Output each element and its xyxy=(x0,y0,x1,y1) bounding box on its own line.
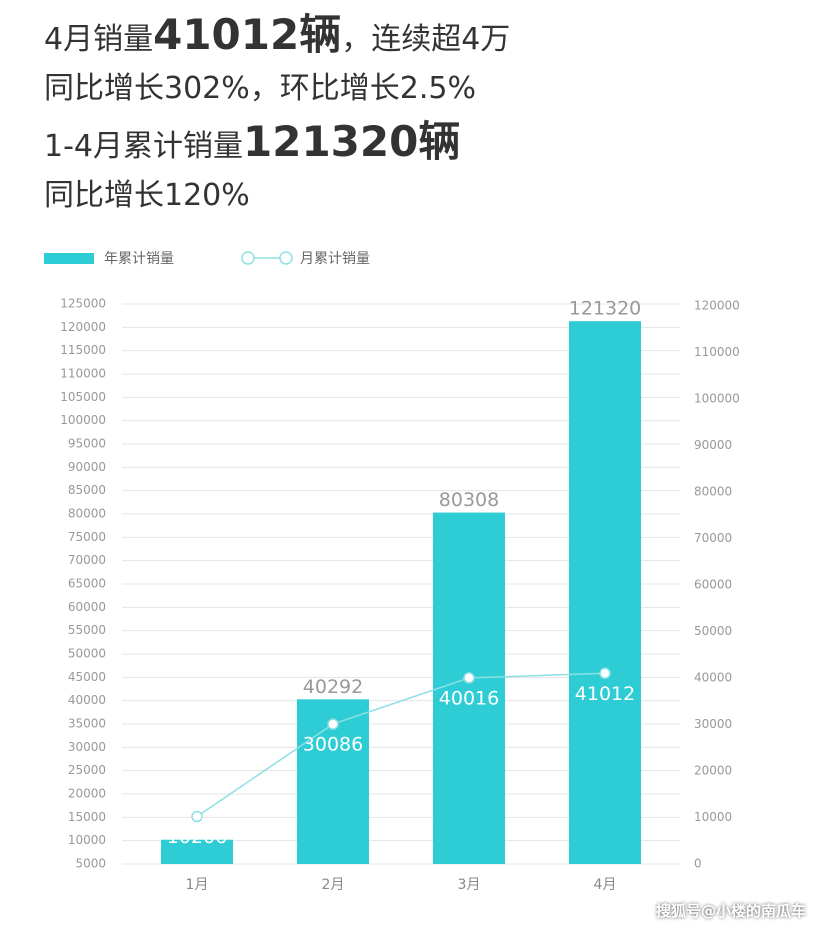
line-label: 40016 xyxy=(439,687,499,709)
y-tick-label: 15000 xyxy=(68,810,106,824)
y-tick-label: 65000 xyxy=(68,577,106,591)
bar-label: 40292 xyxy=(303,676,363,698)
bar-label: 80308 xyxy=(439,489,499,511)
headline-line: 同比增长120% xyxy=(44,169,510,223)
line-point xyxy=(327,718,339,730)
bar xyxy=(161,839,233,864)
x-tick-label: 2月 xyxy=(322,877,345,893)
y2-tick-label: 60000 xyxy=(694,578,732,592)
y2-tick-label: 50000 xyxy=(694,624,732,638)
headline-line: 4月销量41012辆，连续超4万 xyxy=(44,8,510,62)
y-tick-label: 70000 xyxy=(68,553,106,567)
y-tick-label: 35000 xyxy=(68,717,106,731)
x-tick-label: 1月 xyxy=(186,877,209,893)
line-point xyxy=(463,672,475,684)
legend-label: 年累计销量 xyxy=(104,251,174,267)
y2-tick-label: 70000 xyxy=(694,531,732,545)
y-tick-label: 55000 xyxy=(68,623,106,637)
y-tick-label: 120000 xyxy=(60,320,106,334)
headline-text: 121320辆 xyxy=(243,117,461,166)
legend-swatch xyxy=(279,251,293,265)
y2-tick-label: 80000 xyxy=(694,485,732,499)
line xyxy=(196,672,606,818)
y-tick-label: 60000 xyxy=(68,600,106,614)
y2-tick-label: 10000 xyxy=(694,810,732,824)
y-tick-label: 25000 xyxy=(68,763,106,777)
y2-tick-label: 90000 xyxy=(694,438,732,452)
x-tick-label: 3月 xyxy=(458,877,481,893)
y2-tick-label: 20000 xyxy=(694,764,732,778)
line-label: 10206 xyxy=(167,826,227,848)
y-tick-label: 30000 xyxy=(68,740,106,754)
y-tick-label: 80000 xyxy=(68,507,106,521)
line-label: 30086 xyxy=(303,734,363,756)
x-tick-label: 4月 xyxy=(594,877,617,893)
y-tick-label: 50000 xyxy=(68,647,106,661)
headline: 4月销量41012辆，连续超4万同比增长302%，环比增长2.5% 1-4月累计销… xyxy=(44,8,510,222)
legend-swatch xyxy=(241,251,255,265)
line-point xyxy=(599,667,611,680)
y-tick-label: 95000 xyxy=(68,437,106,451)
bar xyxy=(569,321,641,864)
headline-text: 1-4月累计销量 xyxy=(44,129,243,164)
y2-tick-label: 0 xyxy=(694,857,702,871)
watermark: 搜狐号@小楼的南瓜车 xyxy=(655,902,806,920)
headline-text: ，连续超4万 xyxy=(341,22,511,57)
line-point xyxy=(191,810,203,823)
y-tick-label: 10000 xyxy=(68,833,106,847)
bar-label: 121320 xyxy=(569,298,642,320)
y2-tick-label: 110000 xyxy=(694,345,740,359)
y-tick-label: 40000 xyxy=(68,693,106,707)
y2-tick-label: 40000 xyxy=(694,671,732,685)
y-tick-label: 5000 xyxy=(75,857,106,871)
y-tick-label: 85000 xyxy=(68,483,106,497)
y-tick-label: 125000 xyxy=(60,297,106,311)
legend-label: 月累计销量 xyxy=(300,251,370,267)
y-tick-label: 90000 xyxy=(68,460,106,474)
headline-text: 4月销量 xyxy=(44,22,154,57)
y-tick-label: 110000 xyxy=(60,367,106,381)
y-tick-label: 45000 xyxy=(68,670,106,684)
headline-text: 41012辆 xyxy=(153,10,342,59)
y-tick-label: 105000 xyxy=(60,390,106,404)
headline-text: 同比增长302%，环比增长2.5% xyxy=(44,70,476,106)
legend-swatch xyxy=(44,253,94,264)
line-label: 41012 xyxy=(575,683,635,705)
y-tick-label: 100000 xyxy=(60,413,106,427)
headline-text: 同比增长120% xyxy=(44,177,250,213)
headline-line: 1-4月累计销量121320辆 xyxy=(44,115,510,169)
y-tick-label: 20000 xyxy=(68,787,106,801)
y2-tick-label: 30000 xyxy=(694,717,732,731)
y2-tick-label: 100000 xyxy=(694,392,740,406)
y-tick-label: 75000 xyxy=(68,530,106,544)
y2-tick-label: 120000 xyxy=(694,299,740,313)
bar xyxy=(433,512,505,864)
y-tick-label: 115000 xyxy=(60,343,106,357)
headline-line: 同比增长302%，环比增长2.5% xyxy=(44,62,510,116)
